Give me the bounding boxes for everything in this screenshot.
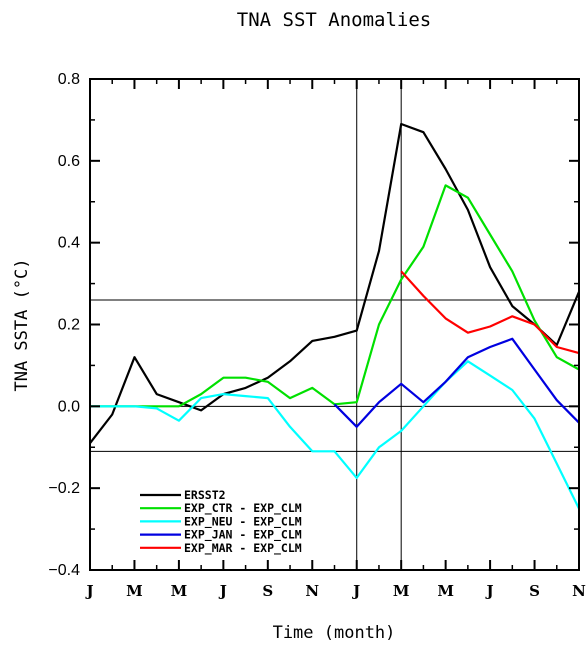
chart-title: TNA SST Anomalies bbox=[237, 9, 431, 31]
x-axis-title: Time (month) bbox=[273, 623, 396, 643]
y-tick-label: 0.4 bbox=[58, 235, 80, 252]
reference-lines bbox=[90, 79, 579, 570]
x-tick-label: J bbox=[351, 582, 360, 600]
series-line-4 bbox=[400, 270, 580, 355]
legend-label-1: EXP_CTR - EXP_CLM bbox=[184, 501, 302, 516]
x-tick-label: S bbox=[262, 582, 273, 600]
x-tick-label: M bbox=[126, 582, 143, 600]
legend-label-0: ERSST2 bbox=[184, 488, 226, 502]
x-tick-label: M bbox=[171, 582, 188, 600]
y-axis-title: TNA SSTA (°C) bbox=[12, 258, 32, 391]
y-tick-label: 0.8 bbox=[58, 71, 80, 88]
series-line-3 bbox=[333, 337, 580, 428]
legend-label-2: EXP_NEU - EXP_CLM bbox=[184, 514, 302, 529]
legend-label-4: EXP_MAR - EXP_CLM bbox=[184, 541, 302, 556]
series-layer bbox=[89, 122, 581, 510]
y-tick-label: −0.2 bbox=[48, 480, 80, 497]
x-tick-label: N bbox=[572, 582, 586, 600]
x-tick-label: M bbox=[437, 582, 454, 600]
x-tick-label: S bbox=[529, 582, 540, 600]
axis-layer: 0.80.60.40.20.0−0.2−0.4J M M J S N J M M J S N bbox=[48, 71, 586, 600]
y-tick-label: 0.6 bbox=[58, 153, 80, 170]
series-line-2 bbox=[90, 360, 580, 510]
plot-frame bbox=[89, 78, 580, 571]
x-tick-label: M bbox=[393, 582, 410, 600]
x-tick-label: J bbox=[218, 582, 227, 600]
y-tick-label: 0.2 bbox=[58, 317, 80, 334]
y-tick-label: 0.0 bbox=[58, 398, 80, 415]
x-tick-label: J bbox=[485, 582, 494, 600]
x-tick-label: N bbox=[305, 582, 319, 600]
x-tick-label: J bbox=[84, 582, 93, 600]
legend-label-3: EXP_JAN - EXP_CLM bbox=[184, 528, 302, 543]
series-line-0 bbox=[89, 122, 581, 444]
y-tick-label: −0.4 bbox=[48, 562, 80, 579]
